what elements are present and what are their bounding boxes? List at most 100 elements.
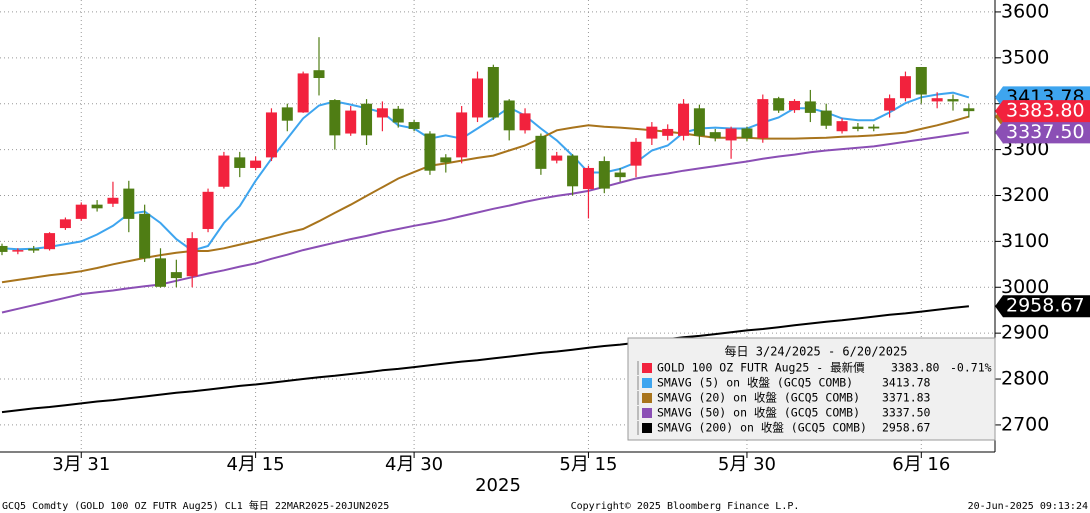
candle-body [678,103,690,136]
x-tick-label: 6月 16 [892,454,950,475]
candle-body [0,245,8,252]
price-tag-label: 3383.80 [1006,100,1085,122]
legend-value: 3383.80 [891,361,940,375]
candle-body [884,98,896,111]
candle-body [915,66,927,95]
candle-body [868,126,880,129]
y-tick-label: 3500 [1001,46,1049,68]
footer-left: GCQ5 Comdty (GOLD 100 OZ FUTR Aug25) CL1… [2,499,389,512]
legend-title: 每日 3/24/2025 - 6/20/2025 [725,344,908,359]
y-tick-label: 3300 [1001,138,1049,160]
candle-body [376,108,388,118]
candle-body [725,128,737,141]
candle-body [931,98,943,102]
legend-swatch [642,393,652,403]
candle-body [789,100,800,111]
candle-body [614,172,626,178]
legend-value: 3413.78 [882,376,931,390]
candle-body [202,191,214,229]
candle-body [265,112,277,158]
price-tag-label: 2958.67 [1006,295,1085,317]
candle-body [820,110,832,126]
candle-body [234,157,246,168]
candle-body [693,108,705,136]
candle-body [646,126,658,139]
y-tick-label: 3000 [1001,276,1049,298]
legend-label: GOLD 100 OZ FUTR Aug25 - 最新價 [657,361,865,375]
candle-body [440,157,452,163]
x-tick-label: 4月 15 [227,454,285,475]
candle-body [91,204,103,209]
candle-body [630,141,642,166]
legend-box [627,337,996,441]
candle-body [250,160,262,168]
candle-body [155,258,166,287]
candle-body [567,155,579,187]
legend-label: SMAVG (200) on 收盤 (GCQ5 COMB) [657,421,867,435]
ma-line [1,115,970,284]
candle-body [59,219,71,229]
legend-change: -0.71% [950,361,992,375]
legend-swatch [642,423,652,433]
candle-body [709,132,721,139]
candle-body [582,167,594,190]
price-tag [995,295,1090,318]
x-tick-label: 5月 15 [559,454,617,475]
candle-body [44,233,56,250]
candle-body [186,238,198,277]
price-tag [995,121,1090,144]
candle-body [598,161,610,189]
legend-label: SMAVG (50) on 收盤 (GCQ5 COMB) [657,406,860,420]
legend-value: 3337.50 [882,406,931,420]
candle-body [741,128,753,139]
price-tag [995,100,1090,123]
candle-body [361,103,373,136]
candle-body [392,108,404,123]
price-tag-label: 3337.50 [1006,121,1085,143]
candle-body [408,122,420,129]
candle-body [297,73,309,113]
candle-body [456,112,468,158]
candle-body [836,121,848,132]
candle-body [519,113,531,131]
candle-body [773,98,785,111]
candle-body [123,188,135,219]
candle-body [503,100,515,131]
candle-body [345,110,357,134]
candle-body [899,76,911,99]
ma-line [1,305,970,414]
candle-body [107,197,119,204]
candle-body [75,204,87,219]
y-tick-label: 2900 [1001,322,1049,344]
y-tick-label: 3200 [1001,184,1049,206]
legend-value: 2958.67 [882,421,931,435]
legend-label: SMAVG (20) on 收盤 (GCQ5 COMB) [657,391,860,405]
candle-body [28,248,40,251]
candle-body [757,99,769,139]
candle-body [139,213,151,259]
candle-body [12,250,24,252]
candle-body [662,128,674,136]
y-tick-label: 3100 [1001,230,1049,252]
x-tick-label: 5月 30 [718,454,776,475]
candle-body [947,99,959,102]
candle-body [472,78,483,118]
legend-swatch [642,363,652,373]
candle-body [487,66,499,118]
x-tick-label: 4月 30 [385,454,443,475]
legend-value: 3371.83 [882,391,931,405]
candle-body [281,107,293,121]
x-tick-label: 3月 31 [52,454,110,475]
candle-body [218,155,230,187]
candle-body [329,100,341,136]
y-tick-label: 2700 [1001,413,1049,435]
candle-body [551,155,563,161]
x-axis-label: 2025 [475,475,521,496]
legend-swatch [642,378,652,388]
candle-body [804,101,816,113]
y-tick-label: 3600 [1001,0,1049,22]
legend-swatch [642,408,652,418]
candle-body [424,133,436,171]
y-tick-label: 2800 [1001,368,1049,390]
